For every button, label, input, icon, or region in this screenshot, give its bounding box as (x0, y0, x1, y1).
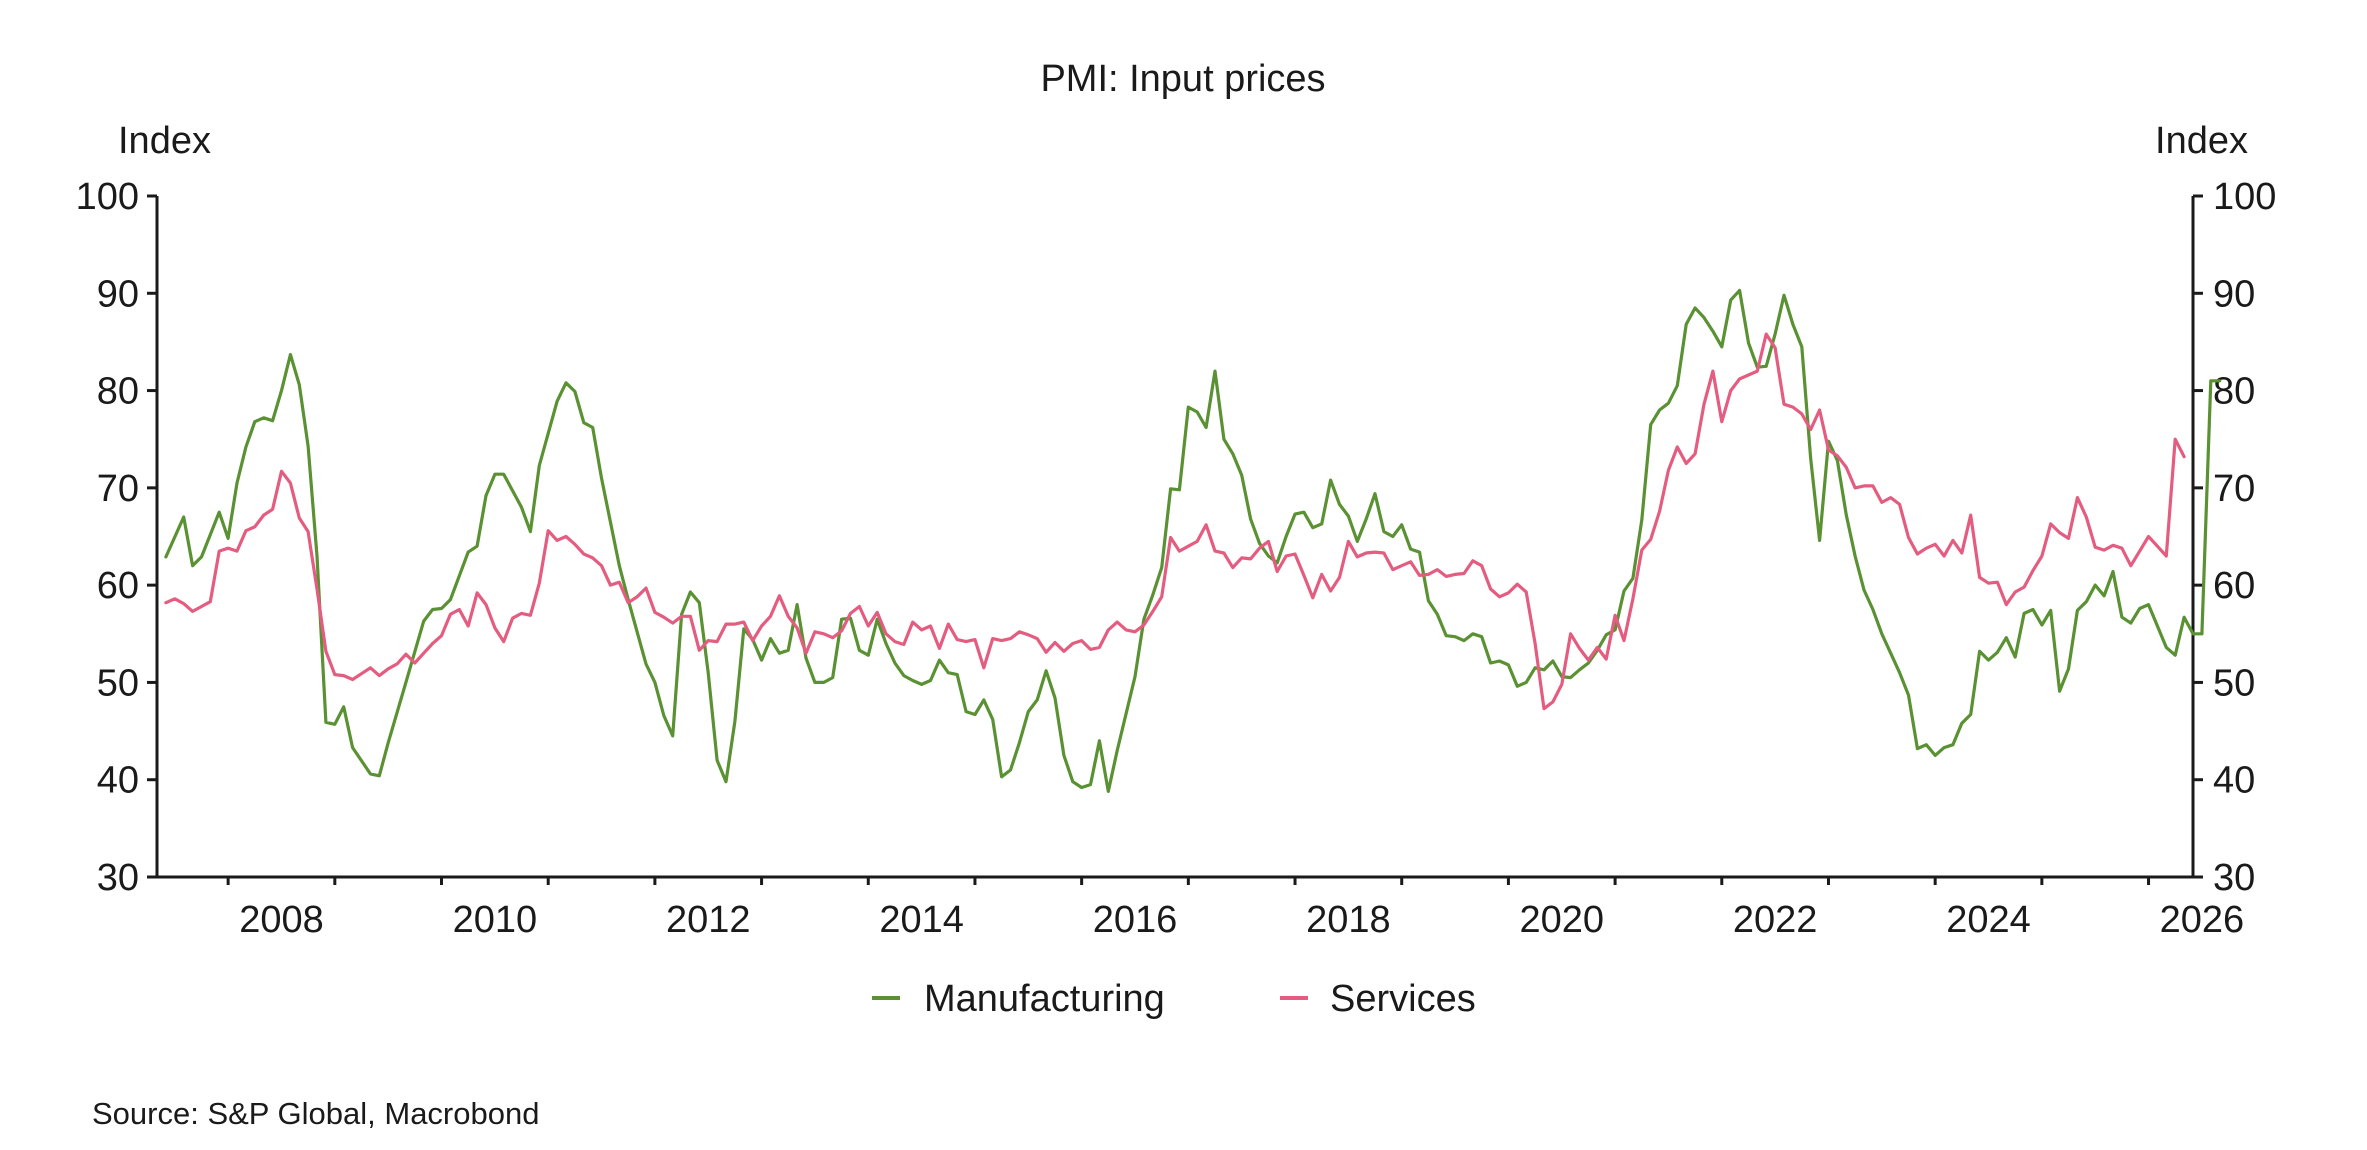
x-tick-label: 2010 (453, 899, 538, 941)
x-tick-label: 2024 (1946, 899, 2031, 941)
left-y-tick-label: 50 (97, 662, 139, 704)
right-y-tick-label: 30 (2213, 857, 2255, 899)
left-y-tick-label: 40 (97, 760, 139, 802)
left-y-tick-label: 100 (76, 176, 139, 218)
right-y-tick-label: 90 (2213, 273, 2255, 315)
axes: 30 30 40 40 50 50 60 60 70 70 80 80 90 90 100 100 2008 20… (76, 176, 2277, 941)
right-y-tick-label: 60 (2213, 565, 2255, 607)
x-tick-label: 2026 (2160, 899, 2245, 941)
x-tick-label: 2020 (1519, 899, 1604, 941)
left-y-tick-label: 60 (97, 565, 139, 607)
x-tick-label: 2018 (1306, 899, 1391, 941)
x-tick-label: 2012 (666, 899, 751, 941)
x-tick-label: 2014 (879, 899, 964, 941)
source-note: Source: S&P Global, Macrobond (92, 1096, 539, 1131)
right-y-tick-label: 80 (2213, 371, 2255, 413)
left-y-tick-label: 90 (97, 273, 139, 315)
right-y-tick-label: 40 (2213, 760, 2255, 802)
left-y-tick-label: 30 (97, 857, 139, 899)
x-tick-label: 2008 (239, 899, 324, 941)
right-y-tick-label: 70 (2213, 468, 2255, 510)
series-layer (164, 288, 2222, 793)
left-y-tick-label: 80 (97, 371, 139, 413)
left-axis-title: Index (118, 120, 211, 162)
legend: Manufacturing Services (872, 978, 1476, 1020)
series-line-manufacturing (164, 288, 2222, 793)
legend-label-services: Services (1330, 978, 1476, 1020)
right-axis-title: Index (2155, 120, 2248, 162)
x-tick-label: 2022 (1733, 899, 1818, 941)
left-y-tick-label: 70 (97, 468, 139, 510)
right-y-tick-label: 50 (2213, 662, 2255, 704)
series-line-services (164, 332, 2186, 711)
legend-label-manufacturing: Manufacturing (924, 978, 1165, 1020)
right-y-tick-label: 100 (2213, 176, 2276, 218)
chart-title: PMI: Input prices (1040, 58, 1325, 100)
x-tick-label: 2016 (1093, 899, 1178, 941)
